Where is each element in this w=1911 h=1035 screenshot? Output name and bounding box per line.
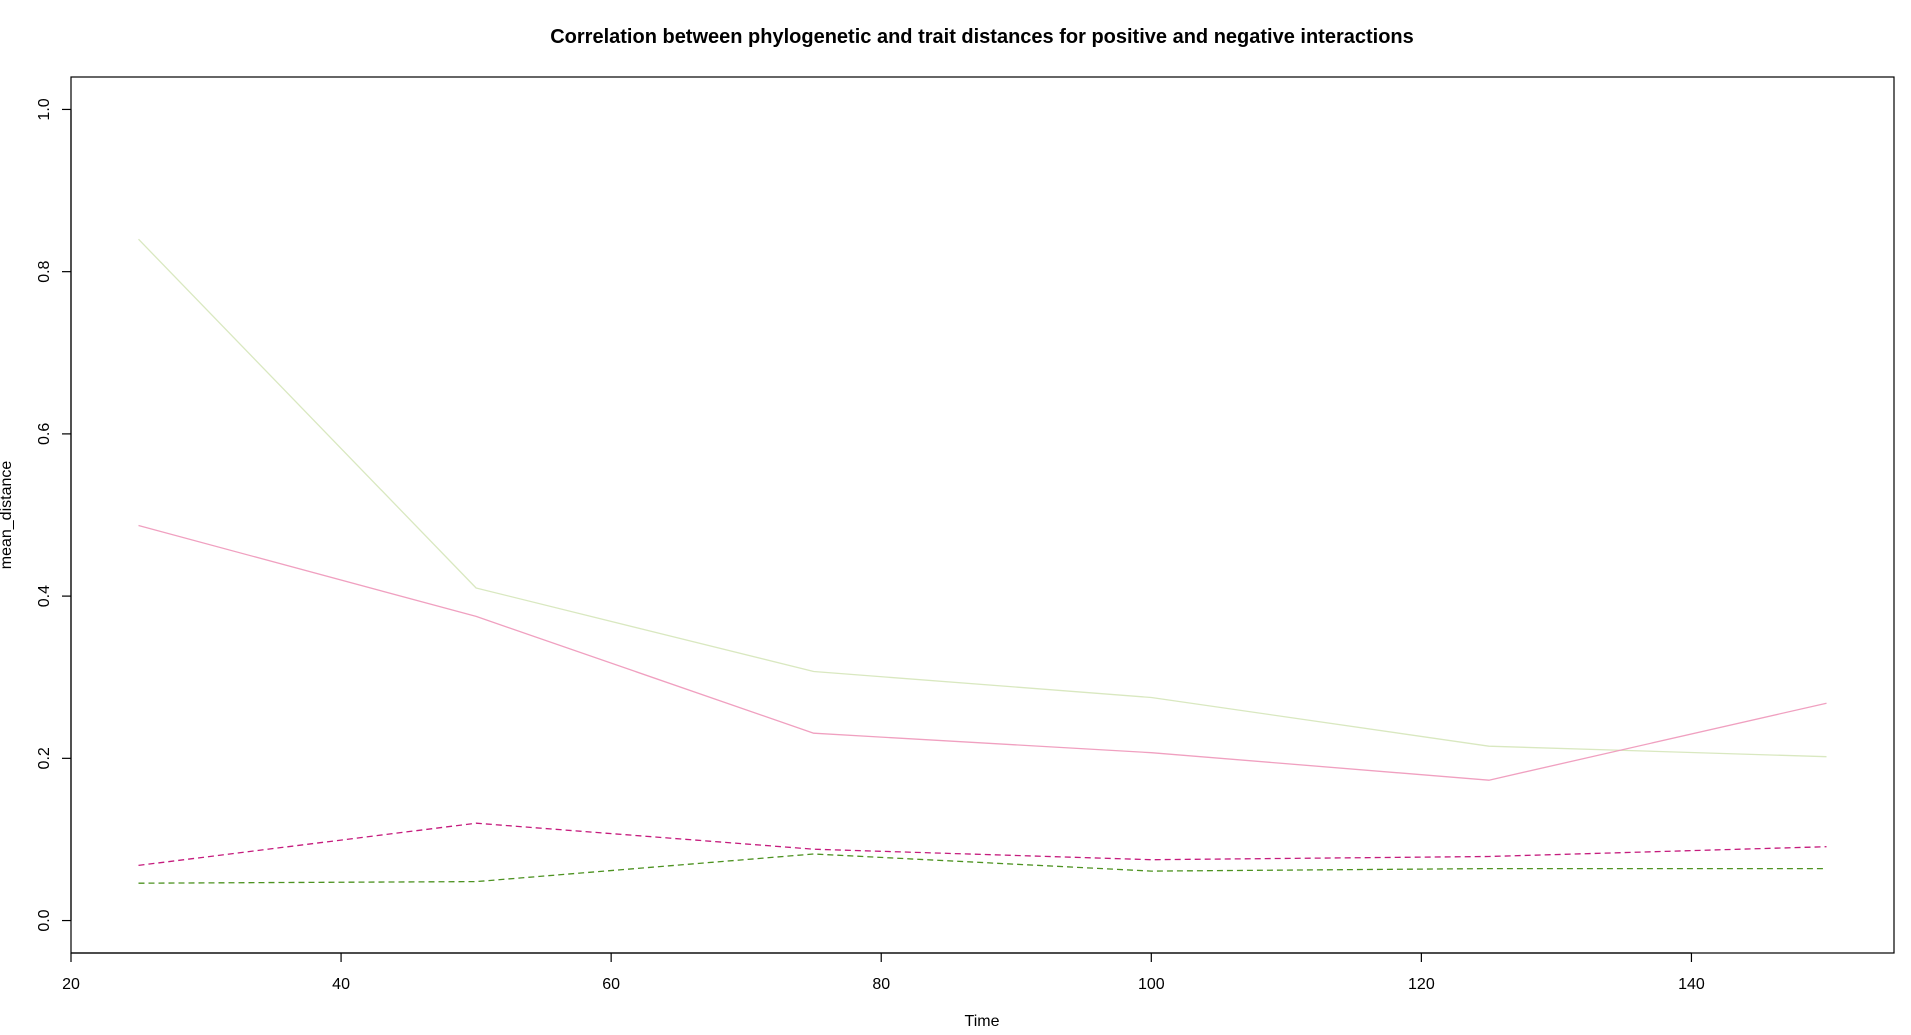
y-tick-label: 0.6 xyxy=(36,423,53,445)
x-tick-label: 100 xyxy=(1138,976,1165,993)
x-tick-label: 20 xyxy=(62,976,80,993)
x-axis: 20 40 60 80 100 120 140 xyxy=(62,952,1705,993)
y-tick-label: 1.0 xyxy=(36,98,53,120)
y-tick-label: 0.0 xyxy=(36,909,53,931)
series-layer xyxy=(138,238,1827,884)
y-tick-label: 0.4 xyxy=(36,585,53,607)
x-tick-label: 120 xyxy=(1408,976,1435,993)
x-axis-label: Time xyxy=(965,1013,1000,1030)
y-axis: 0.0 0.2 0.4 0.6 0.8 1.0 xyxy=(36,98,72,932)
series-line-1 xyxy=(138,238,1827,758)
x-tick-label: 140 xyxy=(1678,976,1705,993)
series-line-4 xyxy=(138,853,1827,884)
y-axis-label: mean_distance xyxy=(0,461,15,570)
x-tick-label: 80 xyxy=(872,976,890,993)
x-tick-label: 60 xyxy=(602,976,620,993)
y-tick-label: 0.2 xyxy=(36,747,53,769)
series-line-3 xyxy=(138,822,1827,867)
y-tick-label: 0.8 xyxy=(36,260,53,282)
chart-title: Correlation between phylogenetic and tra… xyxy=(550,26,1414,48)
x-tick-label: 40 xyxy=(332,976,350,993)
series-line-2 xyxy=(138,524,1827,781)
